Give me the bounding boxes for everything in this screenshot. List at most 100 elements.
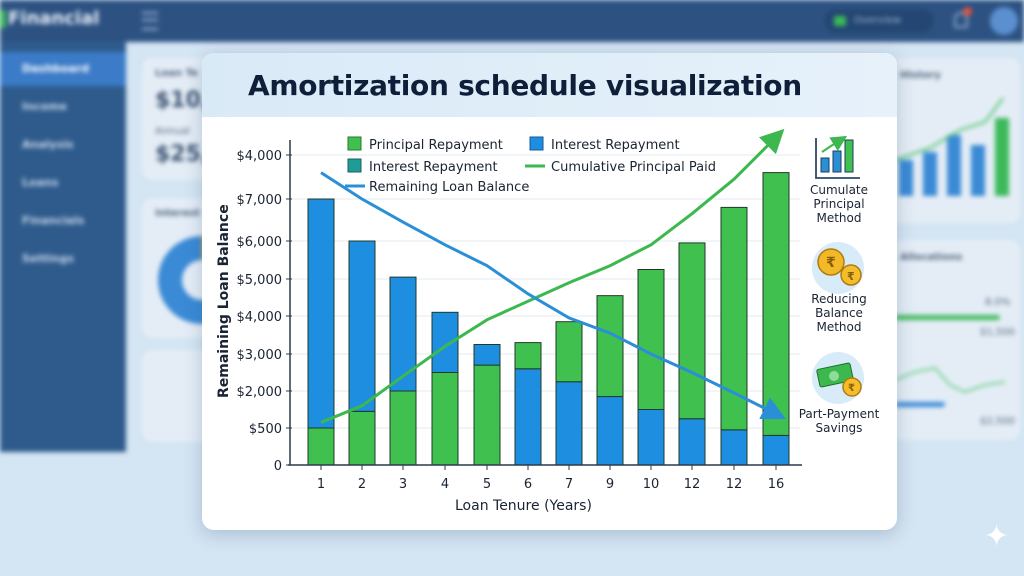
bar-interest [555, 381, 583, 466]
overview-dropdown[interactable]: Overview [824, 9, 934, 33]
y-tick-label: $6,000 [237, 235, 283, 250]
sidebar-item-dashboard[interactable]: Dashboard [0, 52, 126, 86]
bar-principal [473, 364, 501, 466]
label-line: Cumulate [809, 183, 869, 197]
x-tick-label: 3 [399, 477, 407, 492]
y-tick-label: $2,000 [237, 385, 283, 400]
x-tick-label: 12 [684, 477, 701, 492]
label-line: Savings [815, 421, 863, 435]
legend-swatch-interest [529, 136, 544, 151]
sidebar-item-income[interactable]: Income [22, 100, 67, 113]
annual-label: Annual [155, 126, 190, 137]
y-tick-label: $4,000 [237, 310, 283, 325]
interest-label: Interest [155, 208, 200, 219]
pct-value: 8.0% [985, 297, 1011, 308]
brand-name: Financial [8, 8, 100, 29]
card-header [202, 53, 897, 117]
legend-swatch-principal [347, 136, 362, 151]
bar-principal [678, 242, 706, 420]
cash-coin-icon: ₹ [812, 352, 864, 404]
bar-principal [307, 427, 335, 466]
y-tick-label: $3,000 [237, 348, 283, 363]
sidebar-item-settings[interactable]: Settings [22, 252, 74, 265]
bar-principal [637, 269, 665, 410]
side-label-cumulate: Cumulate Principal Method [794, 183, 884, 225]
x-tick-label: 12 [726, 477, 743, 492]
x-tick-label: 1 [317, 477, 325, 492]
bell-icon[interactable] [954, 12, 968, 28]
x-tick-label: 16 [768, 477, 785, 492]
annual-value: $25, [155, 142, 210, 167]
bar-interest [307, 198, 335, 429]
label-line: Method [816, 320, 862, 334]
svg-text:₹: ₹ [847, 270, 855, 283]
bar-interest [514, 368, 542, 466]
label-line: Part-Payment [798, 407, 880, 421]
legend-swatch-interest-2 [347, 158, 362, 173]
x-tick-label: 10 [643, 477, 660, 492]
legend-label: Cumulative Principal Paid [551, 160, 716, 175]
sparkle-icon: ✦ [984, 519, 1010, 554]
amount-2: $2,500 [980, 416, 1015, 427]
x-tick-label: 9 [606, 477, 614, 492]
legend-label: Interest Repayment [551, 138, 680, 153]
bar-principal [348, 410, 376, 466]
label-line: Principal [813, 197, 865, 211]
bar-interest [596, 396, 624, 466]
bar-interest [678, 418, 706, 466]
bar-interest [637, 409, 665, 466]
legend-label: Principal Repayment [369, 138, 503, 153]
remaining-balance-line [320, 171, 787, 420]
bar-principal [596, 295, 624, 398]
progress-bar [895, 315, 1000, 320]
x-tick-label: 4 [441, 477, 449, 492]
y-tick-label: $7,000 [237, 193, 283, 208]
x-tick-label: 2 [358, 477, 366, 492]
x-tick-label: 7 [565, 477, 573, 492]
loan-value: $10, [155, 88, 210, 113]
bar-principal [389, 390, 417, 466]
menu-icon[interactable] [142, 12, 158, 30]
legend-label: Interest Repayment [369, 160, 498, 175]
svg-text:₹: ₹ [826, 255, 836, 271]
label-line: Method [816, 211, 862, 225]
legend-label: Remaining Loan Balance [369, 180, 529, 195]
notification-badge [963, 7, 972, 16]
x-tick-label: 5 [483, 477, 491, 492]
cumulative-principal-line [320, 128, 785, 424]
sidebar-item-financials[interactable]: Financials [22, 214, 85, 227]
y-tick-label: $500 [249, 422, 282, 437]
side-label-part-payment: Part-Payment Savings [789, 407, 889, 435]
y-tick-label: $4,000 [237, 149, 283, 164]
progress-bar-2 [895, 402, 945, 407]
bar-interest [389, 276, 417, 392]
bar-principal [514, 342, 542, 370]
chart-title: Amortization schedule visualization [248, 69, 802, 102]
sidebar-item-loans[interactable]: Loans [22, 176, 59, 189]
bar-interest [348, 240, 376, 412]
history-label: History [900, 70, 941, 81]
x-axis-label: Loan Tenure (Years) [455, 498, 592, 514]
avatar[interactable] [990, 7, 1018, 35]
bar-interest [762, 434, 790, 466]
bar-principal [762, 172, 790, 436]
sidebar: Dashboard Income Analysis Loans Financia… [0, 42, 126, 452]
y-tick-label: 0 [274, 459, 282, 474]
rupee-coins-icon: ₹ ₹ [812, 242, 864, 294]
logo-icon [0, 10, 6, 28]
y-tick-label: $5,000 [237, 273, 283, 288]
bar-interest [720, 429, 748, 466]
sidebar-item-analysis[interactable]: Analysis [22, 138, 74, 151]
side-label-reducing: Reducing Balance Method [794, 292, 884, 334]
legend: Principal Repayment Interest Repayment I… [345, 136, 716, 195]
y-axis-label: Remaining Loan Balance [216, 204, 232, 398]
bar-principal [431, 372, 459, 466]
bar-principal [555, 321, 583, 383]
x-tick-label: 6 [524, 477, 532, 492]
label-line: Balance [815, 306, 863, 320]
amount-1: $1,500 [980, 327, 1015, 338]
svg-text:₹: ₹ [848, 383, 855, 394]
bar-chart-growth-icon [815, 135, 860, 179]
